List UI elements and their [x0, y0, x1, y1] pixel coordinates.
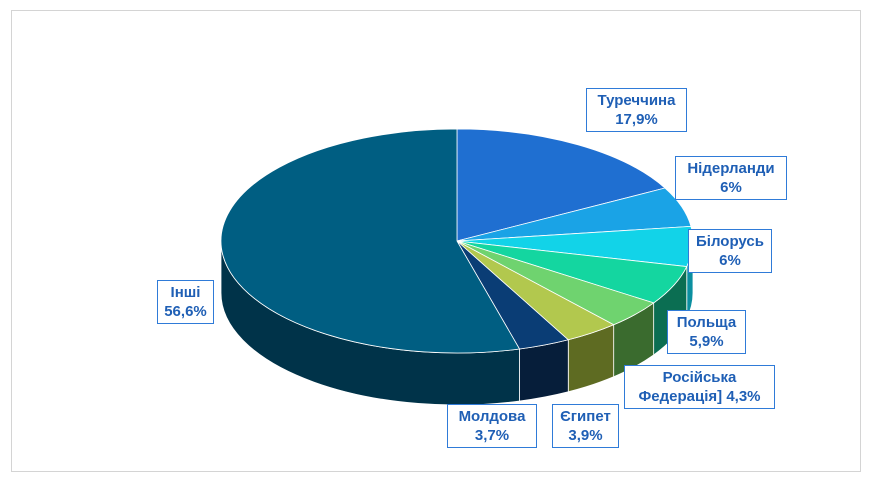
label-turkey: Туреччина 17,9% — [586, 88, 687, 132]
label-netherlands-name: Нідерланди — [687, 160, 775, 177]
label-belarus-value: 6% — [719, 252, 741, 269]
label-poland: Польща 5,9% — [667, 310, 746, 354]
label-egypt: Єгипет 3,9% — [552, 404, 619, 448]
label-egypt-name: Єгипет — [560, 408, 611, 425]
label-netherlands-value: 6% — [720, 179, 742, 196]
label-moldova: Молдова 3,7% — [447, 404, 537, 448]
label-turkey-value: 17,9% — [615, 111, 658, 128]
label-netherlands: Нідерланди 6% — [675, 156, 787, 200]
label-russia-value: 4,3% — [726, 388, 761, 405]
pie-slice-0 — [456, 128, 666, 242]
label-russia-name-line2: Федерація] 4,3% — [629, 387, 770, 406]
label-others: Інші 56,6% — [157, 280, 214, 324]
label-russia-name-line1: Російська — [662, 369, 737, 386]
label-others-name: Інші — [170, 284, 201, 301]
label-moldova-name: Молдова — [458, 408, 526, 425]
label-belarus-name: Білорусь — [696, 233, 764, 250]
label-russia-name-line2-text: Федерація] — [638, 388, 723, 405]
label-belarus: Білорусь 6% — [688, 229, 772, 273]
label-egypt-value: 3,9% — [568, 427, 603, 444]
label-russia: Російська Федерація] 4,3% — [624, 365, 775, 409]
pie-top — [220, 128, 694, 354]
label-poland-value: 5,9% — [689, 333, 724, 350]
label-poland-name: Польща — [676, 314, 737, 331]
pie-side-6 — [519, 339, 569, 402]
label-turkey-name: Туреччина — [597, 92, 676, 109]
label-moldova-value: 3,7% — [474, 427, 510, 444]
label-others-value: 56,6% — [164, 303, 207, 320]
pie-slice-7 — [220, 128, 521, 354]
